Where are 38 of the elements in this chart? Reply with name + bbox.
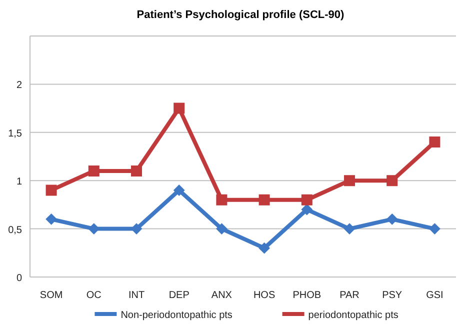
x-tick-label: PSY [382, 290, 402, 301]
point [258, 242, 270, 254]
y-tick-label: 2 [16, 80, 22, 92]
point [174, 102, 185, 114]
x-tick-label: ANX [211, 290, 232, 301]
point [46, 214, 57, 225]
point [429, 136, 440, 148]
point [301, 204, 312, 216]
chart-title: Patient’s Psychological profile (SCL-90) [136, 9, 345, 21]
point [216, 194, 228, 206]
point [344, 175, 355, 186]
point [174, 184, 185, 196]
x-tick-label: HOS [253, 290, 276, 301]
legend-label: Non-periodontopathic pts [120, 310, 232, 321]
point [131, 165, 142, 176]
point [88, 165, 100, 176]
x-tick-label: PHOB [292, 290, 322, 301]
point [258, 194, 270, 206]
y-tick-label: 0,5 [8, 224, 22, 236]
y-tick-label: 1,5 [8, 128, 22, 140]
y-tick-label: 1 [16, 176, 22, 188]
point [386, 214, 398, 225]
point [429, 223, 440, 234]
x-tick-label: OC [86, 290, 102, 301]
x-tick-label: INT [128, 290, 145, 301]
point [301, 194, 312, 206]
x-tick-label: DEP [168, 290, 190, 301]
point [344, 223, 355, 234]
y-tick-label: 0 [16, 273, 22, 284]
point [46, 184, 57, 196]
point [386, 175, 398, 186]
point [88, 223, 100, 234]
legend-label: periodontopathic pts [308, 310, 398, 321]
x-tick-label: SOM [40, 290, 63, 301]
point [131, 223, 142, 234]
point [216, 223, 228, 234]
x-tick-label: PAR [340, 290, 360, 301]
x-tick-label: GSI [426, 290, 444, 301]
